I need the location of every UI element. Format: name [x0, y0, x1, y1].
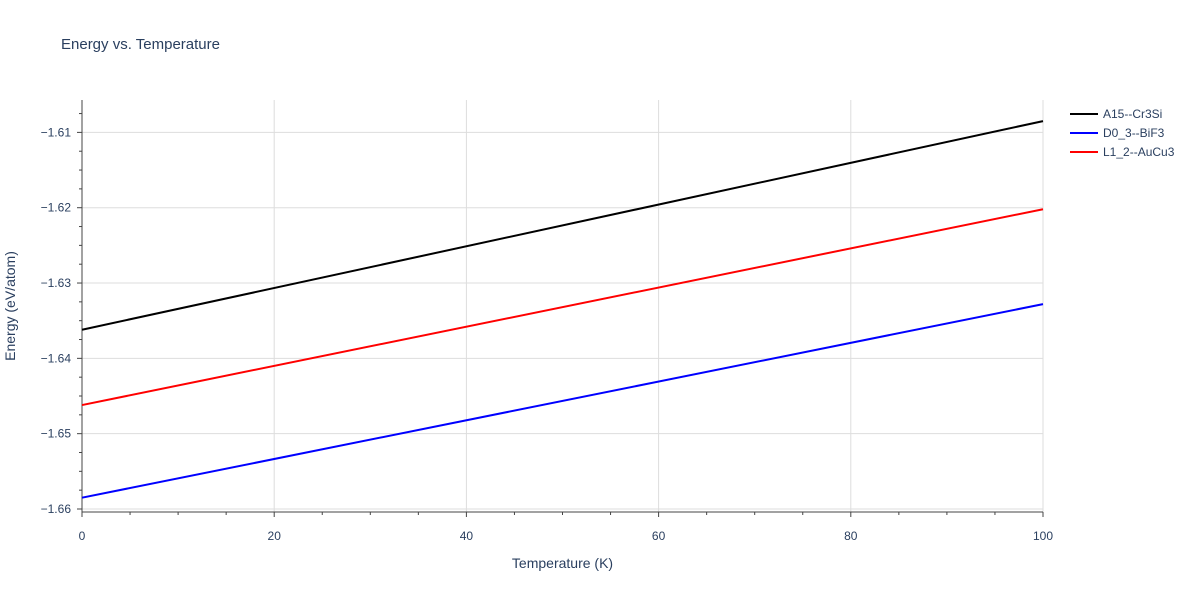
- y-tick-label: −1.61: [41, 125, 72, 139]
- y-tick-label: −1.64: [41, 351, 72, 365]
- grid-lines: [82, 100, 1044, 512]
- legend-label: D0_3--BiF3: [1103, 126, 1165, 140]
- legend-label: L1_2--AuCu3: [1103, 145, 1175, 159]
- x-axis-title: Temperature (K): [512, 555, 613, 571]
- legend[interactable]: A15--Cr3Si D0_3--BiF3 L1_2--AuCu3: [1070, 107, 1175, 159]
- series-line: [81, 208, 1044, 407]
- legend-item[interactable]: D0_3--BiF3: [1070, 126, 1165, 140]
- y-tick-label: −1.63: [41, 276, 72, 290]
- axes: 0 20 40 60 80 100 −1.66 −1.65 −1.64 −1.63 −1.62 −1.…: [41, 100, 1053, 543]
- x-tick-label: 80: [844, 529, 858, 543]
- legend-label: A15--Cr3Si: [1103, 107, 1162, 121]
- x-tick-label: 100: [1033, 529, 1053, 543]
- x-tick-label: 60: [652, 529, 666, 543]
- series-lines: [81, 120, 1044, 499]
- x-tick-label: 20: [268, 529, 282, 543]
- y-tick-label: −1.65: [41, 427, 72, 441]
- series-line: [81, 303, 1044, 499]
- x-tick-label: 40: [460, 529, 474, 543]
- legend-item[interactable]: L1_2--AuCu3: [1070, 145, 1175, 159]
- y-tick-label: −1.66: [41, 502, 72, 516]
- y-tick-label: −1.62: [41, 201, 72, 215]
- legend-item[interactable]: A15--Cr3Si: [1070, 107, 1162, 121]
- series-line: [81, 120, 1044, 331]
- x-tick-label: 0: [79, 529, 86, 543]
- chart-title: Energy vs. Temperature: [61, 36, 220, 53]
- y-axis-title: Energy (eV/atom): [2, 251, 18, 361]
